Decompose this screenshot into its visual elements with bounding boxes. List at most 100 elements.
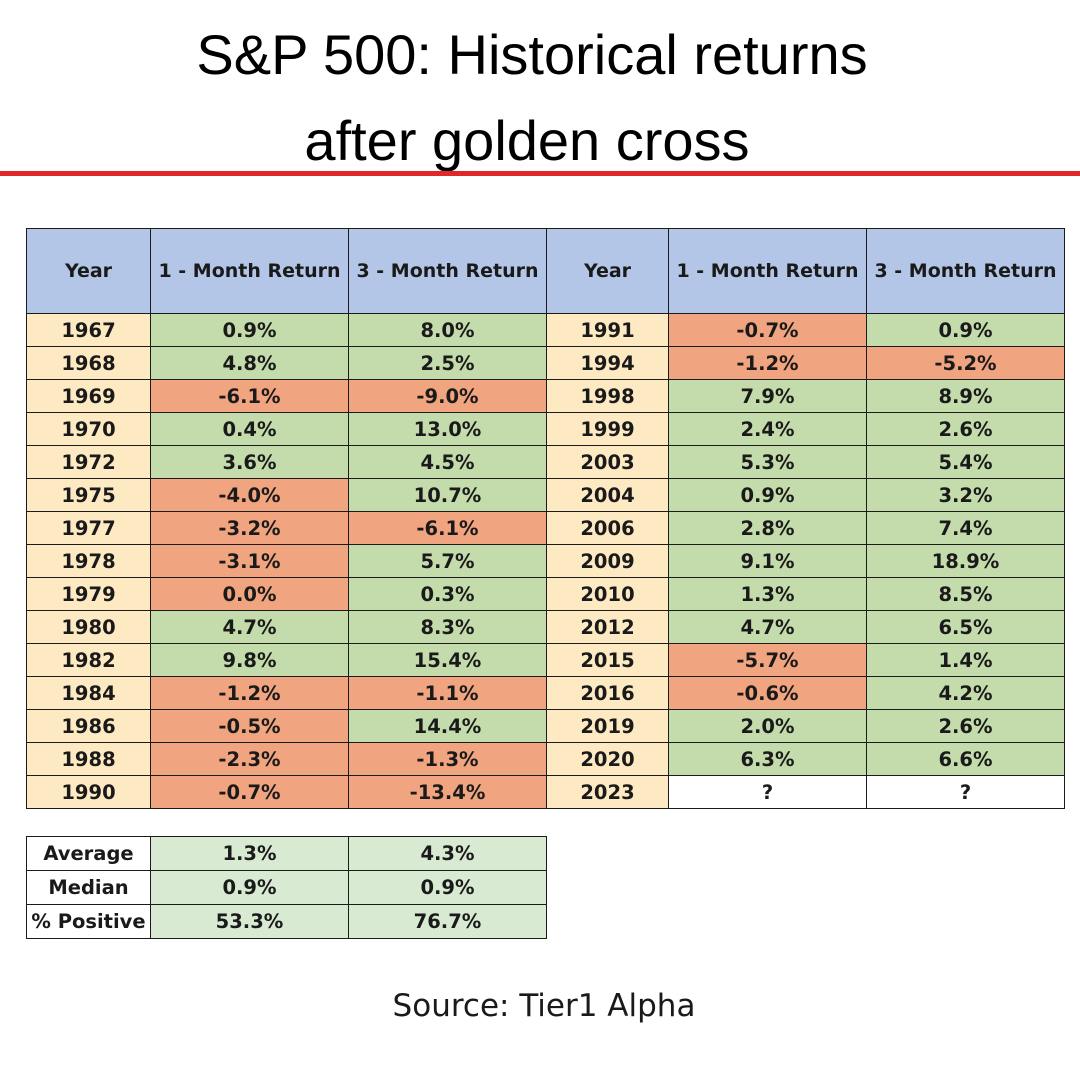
summary-value: 0.9% — [348, 870, 547, 905]
year-cell: 2003 — [546, 445, 669, 479]
return-cell: -1.3% — [348, 742, 547, 776]
year-cell: 1986 — [26, 709, 151, 743]
return-cell: 4.2% — [866, 676, 1065, 710]
return-cell: 18.9% — [866, 544, 1065, 578]
return-cell: 9.1% — [668, 544, 867, 578]
source-note: Source: Tier1 Alpha — [392, 988, 696, 1024]
return-cell: 0.3% — [348, 577, 547, 611]
return-cell: -0.7% — [668, 313, 867, 347]
return-cell: 2.8% — [668, 511, 867, 545]
return-cell: 2.4% — [668, 412, 867, 446]
table-row: 1967 0.9% 8.0% 1991 -0.7% 0.9% — [26, 313, 1065, 347]
return-cell: -3.2% — [150, 511, 349, 545]
summary-table: Average 1.3% 4.3% Median 0.9% 0.9%% Positive 5… — [26, 836, 547, 939]
return-cell: -4.0% — [150, 478, 349, 512]
table-row: 1986 -0.5% 14.4% 2019 2.0% 2.6% — [26, 709, 1065, 743]
table-row: 1980 4.7% 8.3% 2012 4.7% 6.5% — [26, 610, 1065, 644]
return-cell: 0.4% — [150, 412, 349, 446]
return-cell: -9.0% — [348, 379, 547, 413]
year-cell: 1969 — [26, 379, 151, 413]
return-cell: 2.6% — [866, 709, 1065, 743]
table-row: 1972 3.6% 4.5% 2003 5.3% 5.4% — [26, 445, 1065, 479]
return-cell: 0.9% — [668, 478, 867, 512]
return-cell: 2.0% — [668, 709, 867, 743]
table-header-row: Year 1 - Month Return 3 - Month Return Year… — [26, 228, 1065, 314]
return-cell: -2.3% — [150, 742, 349, 776]
return-cell: -1.2% — [150, 676, 349, 710]
table-row: 1982 9.8% 15.4% 2015 -5.7% 1.4% — [26, 643, 1065, 677]
table-row: 1988 -2.3% -1.3% 2020 6.3% 6.6% — [26, 742, 1065, 776]
return-cell: -1.1% — [348, 676, 547, 710]
return-cell: -0.5% — [150, 709, 349, 743]
summary-row: % Positive 53.3% 76.7% — [26, 904, 547, 939]
return-cell: 2.6% — [866, 412, 1065, 446]
return-cell: 6.6% — [866, 742, 1065, 776]
return-cell: 4.7% — [668, 610, 867, 644]
table-row: 1968 4.8% 2.5% 1994 -1.2% -5.2% — [26, 346, 1065, 380]
return-cell: 14.4% — [348, 709, 547, 743]
year-cell: 2019 — [546, 709, 669, 743]
chart-title: S&P 500: Historical returns after golden… — [0, 12, 1064, 184]
return-cell: -5.7% — [668, 643, 867, 677]
year-cell: 2006 — [546, 511, 669, 545]
summary-label: Average — [26, 836, 151, 871]
return-cell: 6.5% — [866, 610, 1065, 644]
year-cell: 1991 — [546, 313, 669, 347]
column-header: 3 - Month Return — [866, 228, 1065, 314]
return-cell: 8.9% — [866, 379, 1065, 413]
summary-row: Average 1.3% 4.3% — [26, 836, 547, 871]
column-header: Year — [546, 228, 669, 314]
return-cell: 5.4% — [866, 445, 1065, 479]
year-cell: 1988 — [26, 742, 151, 776]
return-cell: 7.4% — [866, 511, 1065, 545]
title-line-1: S&P 500: Historical returns — [196, 23, 868, 86]
column-header: Year — [26, 228, 151, 314]
return-cell: -0.7% — [150, 775, 349, 809]
year-cell: 2023 — [546, 775, 669, 809]
return-cell: ? — [668, 775, 867, 809]
table-row: 1984 -1.2% -1.1% 2016 -0.6% 4.2% — [26, 676, 1065, 710]
title-line-2: after golden cross — [304, 109, 750, 172]
return-cell: -6.1% — [348, 511, 547, 545]
year-cell: 1999 — [546, 412, 669, 446]
summary-label: % Positive — [26, 904, 151, 939]
year-cell: 2012 — [546, 610, 669, 644]
table-row: 1975 -4.0% 10.7% 2004 0.9% 3.2% — [26, 478, 1065, 512]
year-cell: 1972 — [26, 445, 151, 479]
summary-value: 4.3% — [348, 836, 547, 871]
table-row: 1978 -3.1% 5.7% 2009 9.1% 18.9% — [26, 544, 1065, 578]
return-cell: 4.8% — [150, 346, 349, 380]
return-cell: 10.7% — [348, 478, 547, 512]
column-header: 1 - Month Return — [668, 228, 867, 314]
title-rule — [0, 171, 1080, 176]
year-cell: 2020 — [546, 742, 669, 776]
return-cell: ? — [866, 775, 1065, 809]
return-cell: 0.0% — [150, 577, 349, 611]
table-row: 1977 -3.2% -6.1% 2006 2.8% 7.4% — [26, 511, 1065, 545]
return-cell: 3.2% — [866, 478, 1065, 512]
summary-row: Median 0.9% 0.9% — [26, 870, 547, 905]
return-cell: 5.7% — [348, 544, 547, 578]
return-cell: -5.2% — [866, 346, 1065, 380]
summary-value: 0.9% — [150, 870, 349, 905]
return-cell: 2.5% — [348, 346, 547, 380]
year-cell: 2004 — [546, 478, 669, 512]
return-cell: 0.9% — [150, 313, 349, 347]
year-cell: 2010 — [546, 577, 669, 611]
return-cell: 15.4% — [348, 643, 547, 677]
year-cell: 1982 — [26, 643, 151, 677]
year-cell: 1998 — [546, 379, 669, 413]
table-row: 1990 -0.7% -13.4% 2023?? — [26, 775, 1065, 809]
return-cell: 8.5% — [866, 577, 1065, 611]
year-cell: 1968 — [26, 346, 151, 380]
year-cell: 1975 — [26, 478, 151, 512]
year-cell: 1977 — [26, 511, 151, 545]
return-cell: -0.6% — [668, 676, 867, 710]
year-cell: 1984 — [26, 676, 151, 710]
return-cell: 8.3% — [348, 610, 547, 644]
return-cell: -6.1% — [150, 379, 349, 413]
return-cell: 4.5% — [348, 445, 547, 479]
summary-label: Median — [26, 870, 151, 905]
table-row: 1970 0.4% 13.0% 1999 2.4% 2.6% — [26, 412, 1065, 446]
year-cell: 2015 — [546, 643, 669, 677]
